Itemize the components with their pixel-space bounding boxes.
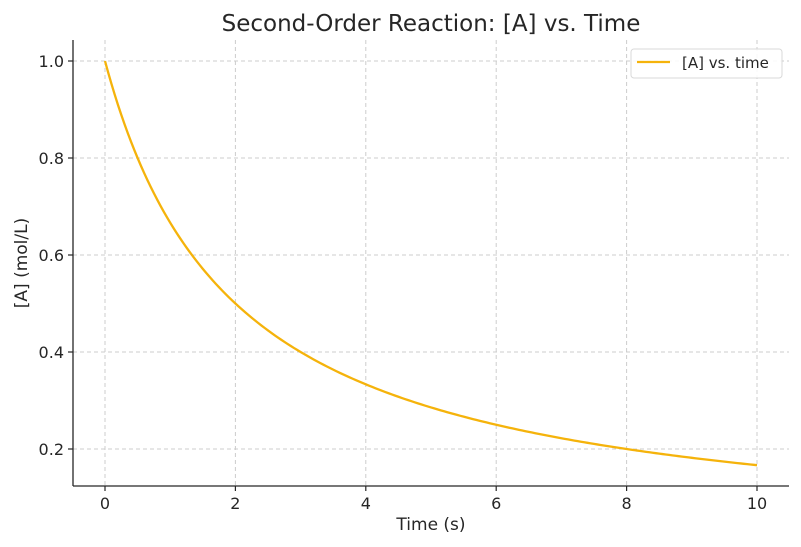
legend-label: [A] vs. time bbox=[682, 54, 769, 72]
chart-title: Second-Order Reaction: [A] vs. Time bbox=[222, 11, 641, 37]
y-tick-label: 1.0 bbox=[39, 52, 64, 71]
grid-lines bbox=[73, 40, 789, 486]
y-tick-label: 0.2 bbox=[39, 440, 64, 459]
x-tick-label: 0 bbox=[100, 494, 110, 513]
series-line bbox=[103, 60, 758, 467]
legend-box bbox=[630, 48, 783, 79]
x-tick-label: 8 bbox=[622, 494, 632, 513]
x-tick-label: 4 bbox=[361, 494, 371, 513]
y-tick-label: 0.4 bbox=[39, 343, 64, 362]
x-tick-label: 10 bbox=[747, 494, 767, 513]
x-axis-label: Time (s) bbox=[395, 515, 465, 535]
x-tick-label: 2 bbox=[230, 494, 240, 513]
legend: [A] vs. time bbox=[630, 48, 783, 79]
y-axis-label: [A] (mol/L) bbox=[12, 218, 32, 308]
y-tick-label: 0.6 bbox=[39, 246, 64, 265]
x-tick-label: 6 bbox=[491, 494, 501, 513]
y-tick-label: 0.8 bbox=[39, 149, 64, 168]
y-axis-ticks: 0.2 0.4 0.6 0.8 1.0 bbox=[39, 52, 73, 459]
x-axis-ticks: 0 2 4 6 8 10 bbox=[100, 486, 767, 513]
